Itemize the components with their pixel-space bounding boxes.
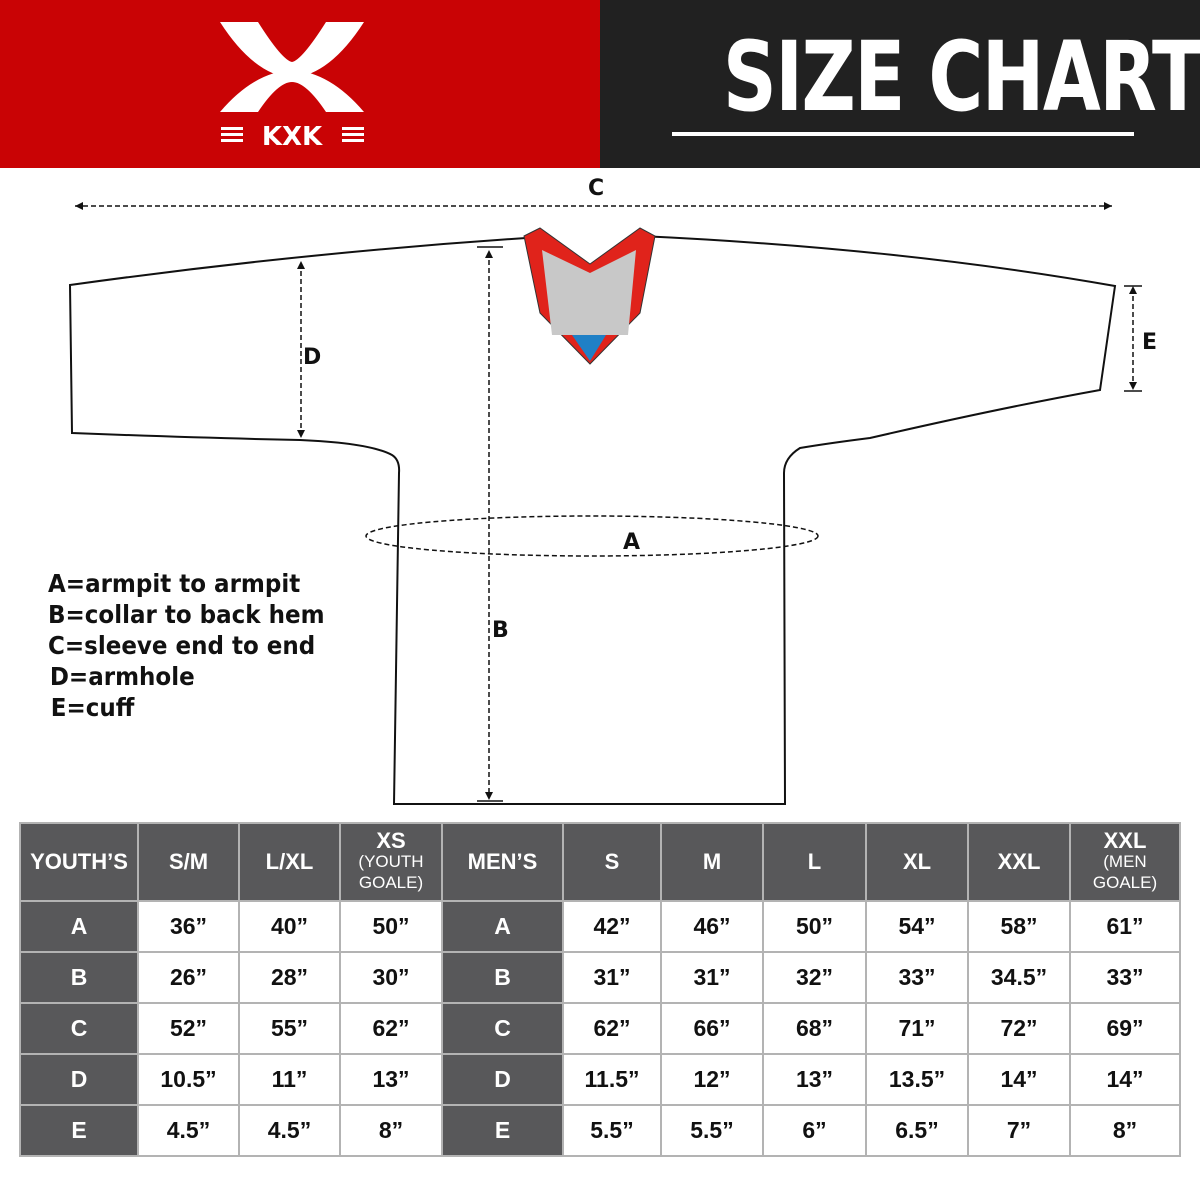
svg-text:KXK: KXK [262,122,323,152]
men-value: 13.5” [865,1053,969,1106]
row-key: C [19,1002,139,1055]
youth-value: 4.5” [137,1104,240,1157]
legend-item: C=sleeve end to end [48,631,316,660]
table-row: A 36” 40” 50” A 42” 46” 50” 54” 58” 61” [19,900,1181,953]
men-value: 31” [562,951,662,1004]
men-value: 69” [1069,1002,1181,1055]
label-e: E [1142,330,1158,355]
size-note: (MEN [1103,852,1147,871]
label-b: B [492,618,509,643]
jersey-diagram [68,202,1142,805]
row-key: A [441,900,564,953]
size-table: YOUTH’S S/M L/XL XS (YOUTH GOALE) MEN’S S M L XL XX… [19,822,1181,1157]
header-title-panel [600,0,1200,168]
men-value: 14” [967,1053,1071,1106]
youth-size-header: XS (YOUTH GOALE) [339,822,443,902]
row-key: B [441,951,564,1004]
jersey-outline [68,235,1117,805]
legend-item: E=cuff [50,693,135,722]
men-value: 58” [967,900,1071,953]
men-value: 50” [762,900,867,953]
youth-size-header: L/XL [238,822,341,902]
kxk-logo: KXK [220,22,364,152]
men-value: 54” [865,900,969,953]
youth-value: 11” [238,1053,341,1106]
size-note: GOALE) [358,873,424,892]
men-value: 8” [1069,1104,1181,1157]
table-row: B 26” 28” 30” B 31” 31” 32” 33” 34.5” 33” [19,951,1181,1004]
table-row: E 4.5” 4.5” 8” E 5.5” 5.5” 6” 6.5” 7” 8” [19,1104,1181,1157]
youth-value: 10.5” [137,1053,240,1106]
label-a: A [623,530,641,555]
men-header: MEN’S [441,822,564,902]
men-value: 14” [1069,1053,1181,1106]
men-value: 6” [762,1104,867,1157]
men-value: 68” [762,1002,867,1055]
men-value: 31” [660,951,764,1004]
legend-item: A=armpit to armpit [48,569,301,598]
label-c: C [588,176,605,201]
men-size-header: XXL (MEN GOALE) [1069,822,1181,902]
youth-header: YOUTH’S [19,822,139,902]
youth-value: 8” [339,1104,443,1157]
youth-size-header: S/M [137,822,240,902]
youth-value: 28” [238,951,341,1004]
measurement-legend: A=armpit to armpit B=collar to back hem … [48,568,325,723]
men-value: 72” [967,1002,1071,1055]
men-size-header: XL [865,822,969,902]
men-size-header: M [660,822,764,902]
row-key: E [441,1104,564,1157]
header-brand-panel: KXK [0,0,600,168]
legend-item: D=armhole [49,662,195,691]
row-key: E [19,1104,139,1157]
men-value: 61” [1069,900,1181,953]
men-value: 13” [762,1053,867,1106]
table-row: C 52” 55” 62” C 62” 66” 68” 71” 72” 69” [19,1002,1181,1055]
youth-value: 40” [238,900,341,953]
table-row: D 10.5” 11” 13” D 11.5” 12” 13” 13.5” 14” 14” [19,1053,1181,1106]
size-label: XS [376,828,406,853]
youth-value: 13” [339,1053,443,1106]
men-value: 11.5” [562,1053,662,1106]
men-value: 5.5” [562,1104,662,1157]
men-size-header: XXL [967,822,1071,902]
youth-value: 30” [339,951,443,1004]
row-key: C [441,1002,564,1055]
row-key: B [19,951,139,1004]
men-value: 34.5” [967,951,1071,1004]
men-value: 6.5” [865,1104,969,1157]
men-value: 5.5” [660,1104,764,1157]
men-value: 62” [562,1002,662,1055]
title-underline [672,132,1134,136]
youth-value: 55” [238,1002,341,1055]
row-key: D [441,1053,564,1106]
men-value: 7” [967,1104,1071,1157]
page-title: SIZE CHART [722,21,1200,133]
men-size-header: L [762,822,867,902]
size-note: GOALE) [1092,873,1158,892]
youth-value: 52” [137,1002,240,1055]
men-size-header: S [562,822,662,902]
youth-value: 4.5” [238,1104,341,1157]
men-value: 33” [865,951,969,1004]
youth-value: 50” [339,900,443,953]
youth-value: 36” [137,900,240,953]
legend-item: B=collar to back hem [48,600,325,629]
size-label: XXL [1103,828,1147,853]
row-key: A [19,900,139,953]
youth-value: 62” [339,1002,443,1055]
men-value: 32” [762,951,867,1004]
men-value: 46” [660,900,764,953]
size-note: (YOUTH [358,852,424,871]
men-value: 33” [1069,951,1181,1004]
men-value: 66” [660,1002,764,1055]
youth-value: 26” [137,951,240,1004]
men-value: 42” [562,900,662,953]
row-key: D [19,1053,139,1106]
men-value: 71” [865,1002,969,1055]
table-header-row: YOUTH’S S/M L/XL XS (YOUTH GOALE) MEN’S S M L XL XX… [19,822,1181,902]
men-value: 12” [660,1053,764,1106]
label-d: D [303,345,322,370]
